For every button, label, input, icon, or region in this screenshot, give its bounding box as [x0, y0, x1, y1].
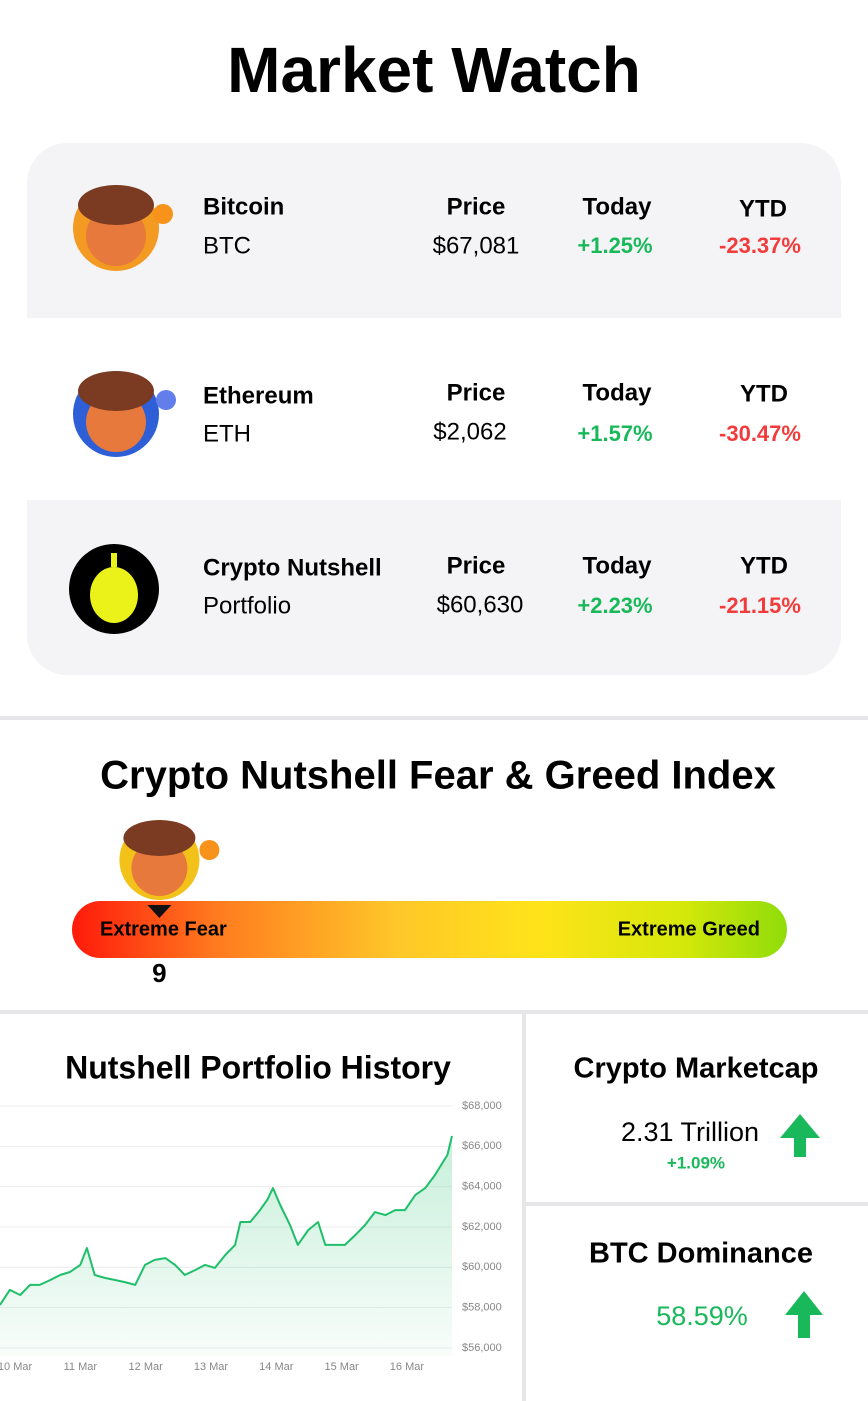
col-header: YTD [739, 195, 787, 222]
y-tick-label: $62,000 [462, 1221, 502, 1233]
x-tick-label: 13 Mar [194, 1361, 229, 1373]
divider [526, 1202, 868, 1206]
mascot-cap [123, 820, 196, 856]
x-tick-label: 16 Mar [390, 1361, 425, 1373]
col-header: Today [583, 379, 653, 406]
fear-greed-bar [72, 901, 787, 958]
asset-symbol: Portfolio [203, 592, 291, 619]
chart-title: Nutshell Portfolio History [65, 1049, 451, 1085]
index-value: 9 [152, 958, 166, 988]
price: $60,630 [437, 591, 524, 618]
chart: $56,000 $58,000 $60,000 $62,000 $64,000 $66,0… [0, 1100, 502, 1373]
col-header: Price [447, 379, 506, 406]
x-tick-label: 14 Mar [259, 1361, 294, 1373]
ytd-change: -21.15% [719, 593, 801, 618]
eth-icon [73, 371, 176, 457]
ytd-change: -23.37% [719, 233, 801, 258]
y-tick-label: $58,000 [462, 1302, 502, 1314]
y-tick-label: $68,000 [462, 1100, 502, 1112]
index-title: Crypto Nutshell Fear & Greed Index [100, 754, 776, 798]
marketcap-value: 2.31 Trillion [621, 1117, 759, 1147]
x-tick-label: 11 Mar [64, 1361, 98, 1373]
mascot-coin [199, 840, 220, 860]
col-header: Price [447, 193, 506, 220]
divider [522, 1014, 526, 1401]
ytd-change: -30.47% [719, 421, 801, 446]
col-header: Today [583, 552, 653, 579]
asset-name: Bitcoin [203, 193, 284, 220]
x-tick-label: 10 Mar [0, 1361, 32, 1373]
today-change: +1.57% [577, 421, 652, 446]
low-label: Extreme Fear [100, 918, 227, 940]
dominance-value: 58.59% [656, 1301, 748, 1331]
pointer [147, 905, 172, 918]
asset-name: Ethereum [203, 382, 314, 409]
area [0, 1136, 452, 1356]
line [0, 1135, 453, 1306]
divider [0, 1010, 868, 1014]
portfolio-icon [69, 544, 159, 634]
col-header: Price [447, 552, 506, 579]
price: $67,081 [433, 232, 520, 259]
high-label: Extreme Greed [618, 918, 760, 940]
marketcap-title: Crypto Marketcap [574, 1053, 819, 1085]
dominance-title: BTC Dominance [589, 1238, 813, 1270]
today-change: +1.25% [577, 233, 652, 258]
x-tick-label: 15 Mar [324, 1361, 359, 1373]
divider [0, 716, 868, 720]
x-tick-label: 12 Mar [129, 1361, 164, 1373]
asset-symbol: BTC [203, 232, 251, 259]
marketcap-change: +1.09% [667, 1153, 725, 1172]
up-arrow [785, 1291, 823, 1338]
page-title: Market Watch [227, 34, 641, 106]
col-header: YTD [740, 552, 788, 579]
btc-icon [73, 185, 173, 271]
y-tick-label: $64,000 [462, 1181, 502, 1193]
col-header: YTD [740, 380, 788, 407]
asset-symbol: ETH [203, 420, 251, 447]
index-marker: 9 [119, 820, 220, 988]
y-tick-label: $56,000 [462, 1342, 502, 1354]
asset-name: Crypto Nutshell [203, 554, 382, 581]
y-tick-label: $60,000 [462, 1261, 502, 1273]
today-change: +2.23% [577, 593, 652, 618]
y-tick-label: $66,000 [462, 1140, 502, 1152]
up-arrow [780, 1114, 820, 1157]
col-header: Today [583, 193, 653, 220]
price: $2,062 [433, 418, 506, 445]
